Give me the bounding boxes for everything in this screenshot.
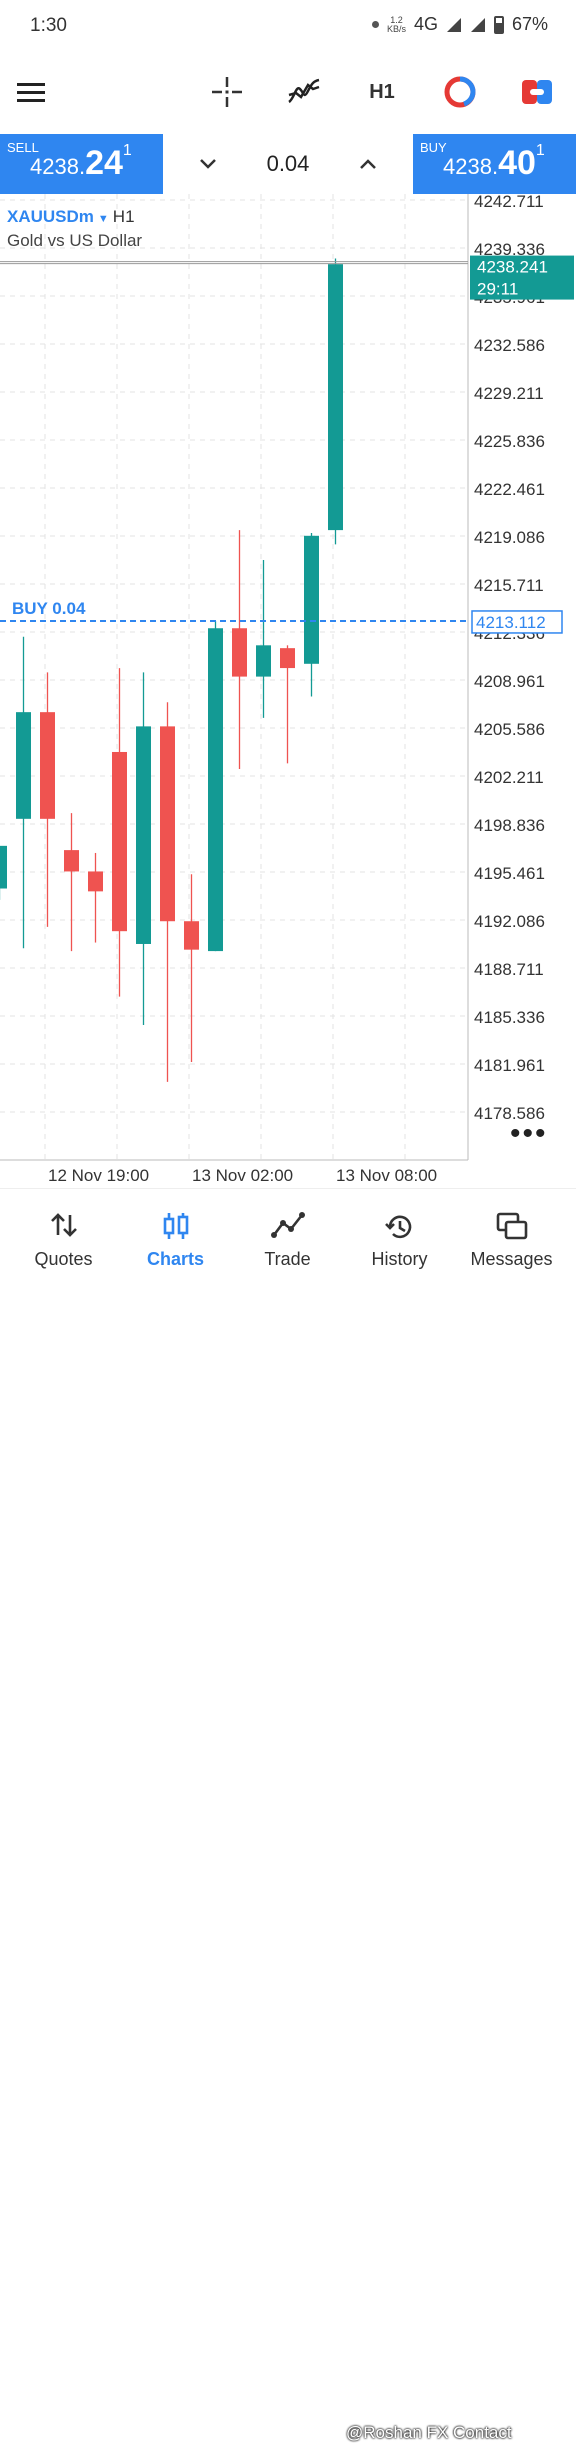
chart-toolbar: H1 xyxy=(0,60,576,124)
y-tick-label: 4188.711 xyxy=(474,960,544,979)
decrease-lot-chevron-down-icon[interactable] xyxy=(188,134,228,194)
y-tick-label: 4195.461 xyxy=(474,864,545,883)
candle-body xyxy=(280,648,295,669)
y-tick-label: 4242.711 xyxy=(474,194,544,211)
x-tick-label: 13 Nov 08:00 xyxy=(336,1166,437,1185)
y-tick-label: 4219.086 xyxy=(474,528,545,547)
lot-selector: 0.04 xyxy=(163,134,413,194)
position-label: BUY 0.04 xyxy=(12,599,86,618)
candle-body xyxy=(208,628,223,952)
more-options-icon[interactable]: ••• xyxy=(510,1117,548,1150)
timeframe-button[interactable]: H1 xyxy=(369,80,395,103)
nav-quotes[interactable]: Quotes xyxy=(6,1189,121,1281)
messages-icon xyxy=(454,1211,569,1241)
battery-level: 67% xyxy=(511,14,548,34)
trade-line-icon xyxy=(230,1211,345,1241)
status-bar: 1:30 1.2 KB/s 4G 67% xyxy=(0,0,576,50)
dropdown-triangle-icon: ▼ xyxy=(97,213,109,225)
plot-background xyxy=(0,194,468,1160)
symbol-selector[interactable]: XAUUSDm ▼ H1 xyxy=(7,207,135,226)
x-tick-label: 13 Nov 02:00 xyxy=(192,1166,293,1185)
y-tick-label: 4192.086 xyxy=(474,912,545,931)
y-tick-label: 4202.211 xyxy=(474,768,544,787)
candle-body xyxy=(112,751,127,932)
x-tick-label: 12 Nov 19:00 xyxy=(48,1166,149,1185)
nav-charts[interactable]: Charts xyxy=(118,1189,233,1281)
y-tick-label: 4198.836 xyxy=(474,816,545,835)
current-price-badge xyxy=(470,255,574,300)
nav-trade[interactable]: Trade xyxy=(230,1189,345,1281)
position-price-badge xyxy=(471,610,563,634)
y-tick-label: 4215.711 xyxy=(474,576,544,595)
signal-icon xyxy=(446,17,461,32)
candle-body xyxy=(328,264,343,531)
clock: 1:30 xyxy=(30,15,67,36)
quotes-arrows-icon xyxy=(6,1211,121,1241)
y-tick-label: 4185.336 xyxy=(474,1008,545,1027)
candle-body xyxy=(160,726,175,922)
candle-body xyxy=(40,712,55,819)
increase-lot-chevron-up-icon[interactable] xyxy=(348,134,388,194)
one-click-trading-icon[interactable] xyxy=(520,72,554,112)
menu-icon[interactable] xyxy=(14,72,48,112)
sell-price: 4238.241 xyxy=(30,142,132,182)
y-tick-label: 4222.461 xyxy=(474,480,545,499)
history-clock-icon xyxy=(342,1211,457,1241)
nav-messages[interactable]: Messages xyxy=(454,1189,569,1281)
buy-button[interactable]: BUY 4238.401 xyxy=(413,134,576,194)
lot-size[interactable]: 0.04 xyxy=(266,151,310,176)
color-theme-icon[interactable] xyxy=(442,72,478,112)
bottom-navigation: Quotes Charts Trade History Messages @Ro… xyxy=(0,1188,576,2442)
watermark: @Roshan FX Contact xyxy=(346,2423,512,2442)
bar-countdown-label: 29:11 xyxy=(477,280,518,299)
status-icons: 1.2 KB/s 4G 67% xyxy=(371,14,548,35)
y-tick-label: 4239.336 xyxy=(474,240,545,259)
y-tick-label: 4229.211 xyxy=(474,384,544,403)
y-tick-label: 4208.961 xyxy=(474,672,545,691)
y-tick-label: 4178.586 xyxy=(474,1104,545,1123)
candle-body xyxy=(16,712,31,819)
candle-body xyxy=(256,645,271,677)
network-type: 4G xyxy=(413,14,438,34)
candlestick-chart-icon xyxy=(118,1211,233,1241)
network-speed: 1.2 KB/s xyxy=(386,14,406,34)
y-tick-label: 4225.836 xyxy=(474,432,545,451)
y-tick-label: 4205.586 xyxy=(474,720,545,739)
crosshair-icon[interactable] xyxy=(208,72,246,112)
candle-body xyxy=(0,845,7,889)
candle-body xyxy=(136,726,151,944)
symbol-description: Gold vs US Dollar xyxy=(7,231,143,250)
candle-body xyxy=(184,921,199,950)
nav-history[interactable]: History xyxy=(342,1189,457,1281)
current-price-label: 4238.241 xyxy=(477,258,548,277)
sell-button[interactable]: SELL 4238.241 xyxy=(0,134,163,194)
candle-body xyxy=(232,628,247,677)
battery-icon xyxy=(493,15,504,34)
candle-body xyxy=(64,850,79,872)
candle-body xyxy=(304,535,319,664)
one-click-trade-panel: SELL 4238.241 0.04 BUY 4238.401 xyxy=(0,134,576,194)
position-price-label: 4213.112 xyxy=(476,613,546,632)
indicators-icon[interactable] xyxy=(284,72,324,112)
buy-price: 4238.401 xyxy=(443,142,545,182)
signal-icon xyxy=(470,17,485,32)
y-tick-label: 4232.586 xyxy=(474,336,545,355)
price-chart[interactable]: 4242.7114239.3364235.9614232.5864229.211… xyxy=(0,194,576,1186)
y-tick-label: 4181.961 xyxy=(474,1056,545,1075)
notification-dot-icon xyxy=(371,21,379,28)
candle-body xyxy=(88,871,103,892)
